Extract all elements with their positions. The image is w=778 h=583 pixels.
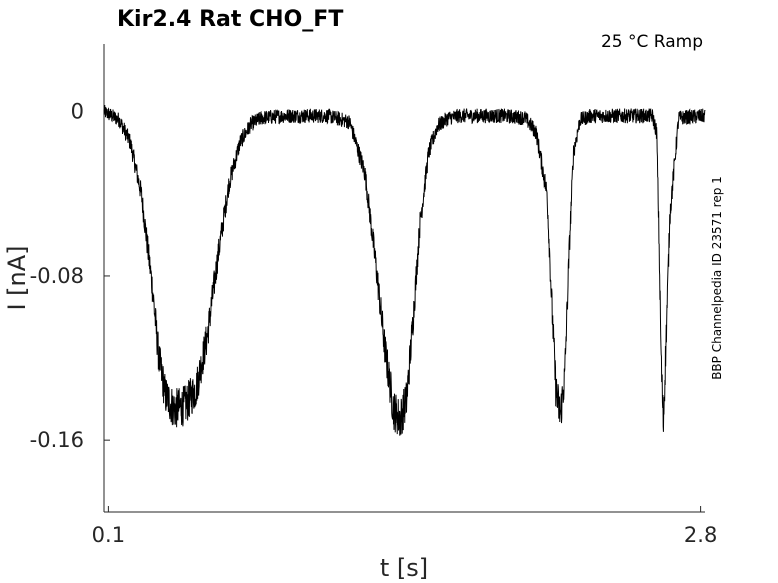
plot-area <box>103 104 706 436</box>
y-tick-label: -0.16 <box>30 428 84 452</box>
x-axis-label: t [s] <box>380 554 428 582</box>
y-ticks: 0 -0.08 -0.16 <box>30 100 110 452</box>
y-axis-label: I [nA] <box>3 245 31 310</box>
chart-title: Kir2.4 Rat CHO_FT <box>117 7 343 32</box>
x-tick-label: 0.1 <box>92 523 125 547</box>
side-label: BBP Channelpedia ID 23571 rep 1 <box>710 176 724 380</box>
y-tick-label: 0 <box>71 100 84 124</box>
chart-annotation: 25 °C Ramp <box>601 32 703 52</box>
y-tick-label: -0.08 <box>30 264 84 288</box>
axes <box>103 44 705 513</box>
x-ticks: 0.1 2.8 <box>92 506 717 547</box>
x-tick-label: 2.8 <box>684 523 717 547</box>
current-trace-line <box>103 104 706 436</box>
